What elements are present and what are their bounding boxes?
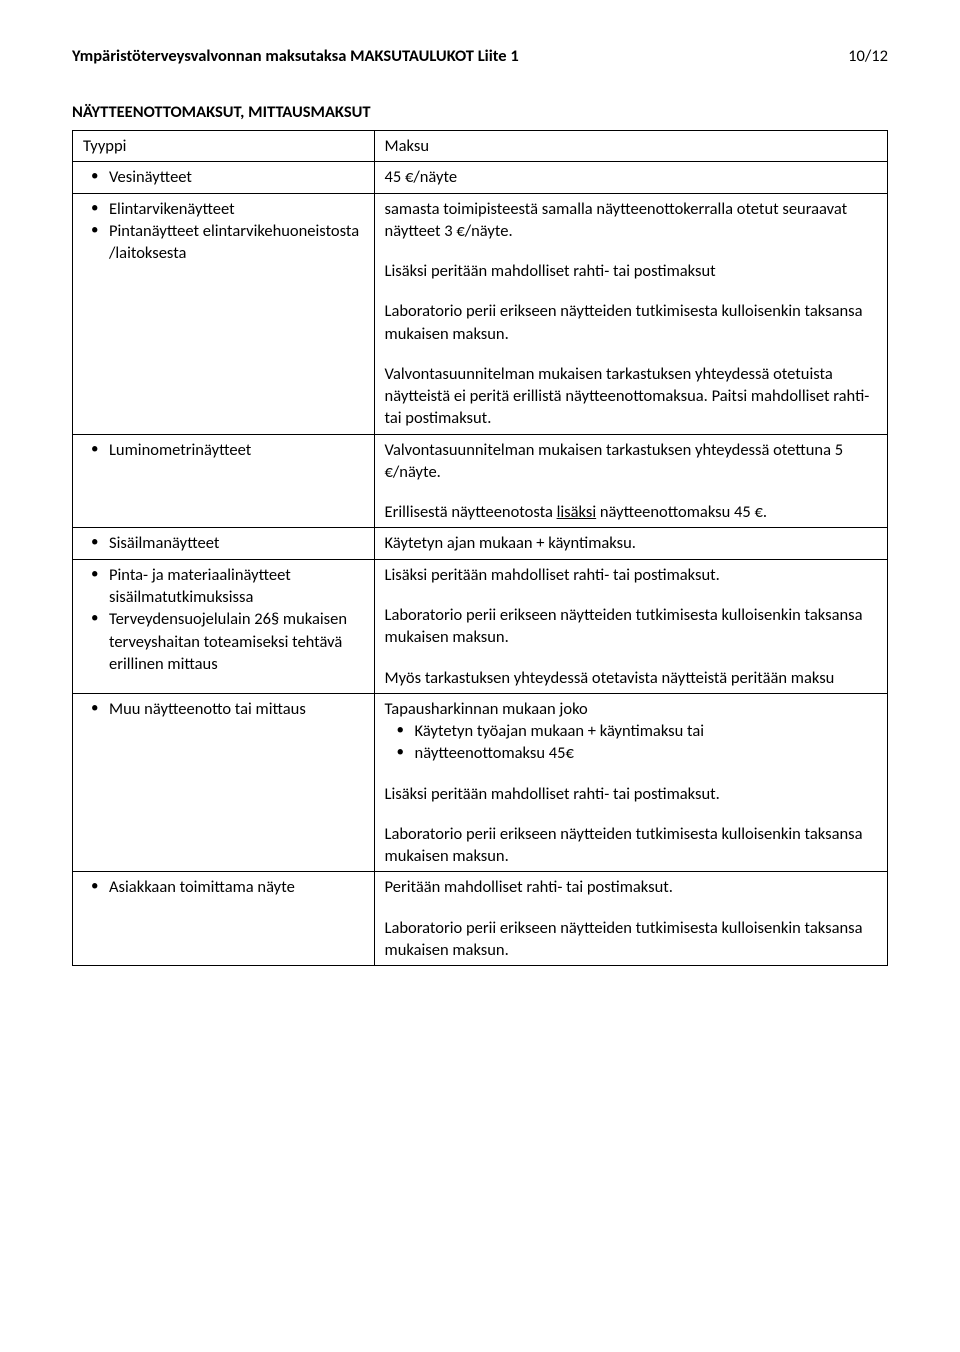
col-header-right: Maksu [374, 131, 887, 162]
table-row: Muu näytteenotto tai mittaus Tapausharki… [73, 693, 888, 872]
page-number: 10/12 [848, 46, 888, 66]
section-title: NÄYTTEENOTTOMAKSUT, MITTAUSMAKSUT [72, 102, 888, 122]
fee-table: Tyyppi Maksu Vesinäytteet 45 €/näyte Eli… [72, 130, 888, 966]
table-row: Asiakkaan toimittama näyte Peritään mahd… [73, 872, 888, 966]
table-row: Luminometrinäytteet Valvontasuunnitelman… [73, 434, 888, 528]
text-span: Erillisestä näytteenotosta [385, 502, 557, 522]
list-item: Vesinäytteet [83, 166, 364, 188]
list-item: Käytetyn työajan mukaan + käyntimaksu ta… [385, 720, 877, 742]
fee-paragraph: Lisäksi peritään mahdolliset rahti- tai … [385, 260, 877, 282]
cell-type: Elintarvikenäytteet Pintanäytteet elinta… [73, 193, 375, 434]
table-row: Vesinäytteet 45 €/näyte [73, 162, 888, 193]
cell-type: Asiakkaan toimittama näyte [73, 872, 375, 966]
fee-paragraph: Lisäksi peritään mahdolliset rahti- tai … [385, 564, 877, 586]
cell-fee: Peritään mahdolliset rahti- tai postimak… [374, 872, 887, 966]
fee-paragraph: samasta toimipisteestä samalla näytteeno… [385, 198, 877, 243]
fee-paragraph: Laboratorio perii erikseen näytteiden tu… [385, 917, 877, 962]
cell-fee: Käytetyn ajan mukaan + käyntimaksu. [374, 528, 887, 559]
list-item: Sisäilmanäytteet [83, 532, 364, 554]
fee-paragraph: Valvontasuunnitelman mukaisen tarkastuks… [385, 439, 877, 484]
table-row: Elintarvikenäytteet Pintanäytteet elinta… [73, 193, 888, 434]
cell-fee: Tapausharkinnan mukaan joko Käytetyn työ… [374, 693, 887, 872]
table-row: Sisäilmanäytteet Käytetyn ajan mukaan + … [73, 528, 888, 559]
fee-intro-line: Tapausharkinnan mukaan joko [385, 698, 877, 720]
fee-paragraph: Erillisestä näytteenotosta lisäksi näytt… [385, 501, 877, 523]
list-item: Pinta- ja materiaalinäytteet sisäilmatut… [83, 564, 364, 609]
fee-paragraph: Laboratorio perii erikseen näytteiden tu… [385, 604, 877, 649]
list-item: Terveydensuojelulain 26§ mukaisen tervey… [83, 608, 364, 675]
col-header-left: Tyyppi [73, 131, 375, 162]
cell-type: Pinta- ja materiaalinäytteet sisäilmatut… [73, 559, 375, 693]
cell-type: Luminometrinäytteet [73, 434, 375, 528]
list-item: Muu näytteenotto tai mittaus [83, 698, 364, 720]
table-row: Pinta- ja materiaalinäytteet sisäilmatut… [73, 559, 888, 693]
underlined-text: lisäksi [557, 502, 597, 522]
document-page: Ympäristöterveysvalvonnan maksutaksa MAK… [0, 0, 960, 1026]
list-item: näytteenottomaksu 45€ [385, 742, 877, 764]
cell-type: Vesinäytteet [73, 162, 375, 193]
list-item: Asiakkaan toimittama näyte [83, 876, 364, 898]
fee-paragraph: Valvontasuunnitelman mukaisen tarkastuks… [385, 363, 877, 430]
fee-paragraph: Laboratorio perii erikseen näytteiden tu… [385, 300, 877, 345]
text-span: näytteenottomaksu 45 €. [596, 502, 767, 522]
cell-type: Sisäilmanäytteet [73, 528, 375, 559]
header-title: Ympäristöterveysvalvonnan maksutaksa MAK… [72, 46, 519, 66]
fee-paragraph: Peritään mahdolliset rahti- tai postimak… [385, 876, 877, 898]
table-header-row: Tyyppi Maksu [73, 131, 888, 162]
page-header: Ympäristöterveysvalvonnan maksutaksa MAK… [72, 46, 888, 66]
fee-paragraph: Myös tarkastuksen yhteydessä otetavista … [385, 667, 877, 689]
cell-fee: 45 €/näyte [374, 162, 887, 193]
cell-fee: samasta toimipisteestä samalla näytteeno… [374, 193, 887, 434]
fee-paragraph: Laboratorio perii erikseen näytteiden tu… [385, 823, 877, 868]
cell-fee: Valvontasuunnitelman mukaisen tarkastuks… [374, 434, 887, 528]
list-item: Pintanäytteet elintarvikehuoneistosta /l… [83, 220, 364, 265]
cell-type: Muu näytteenotto tai mittaus [73, 693, 375, 872]
list-item: Luminometrinäytteet [83, 439, 364, 461]
list-item: Elintarvikenäytteet [83, 198, 364, 220]
fee-paragraph: Lisäksi peritään mahdolliset rahti- tai … [385, 783, 877, 805]
cell-fee: Lisäksi peritään mahdolliset rahti- tai … [374, 559, 887, 693]
